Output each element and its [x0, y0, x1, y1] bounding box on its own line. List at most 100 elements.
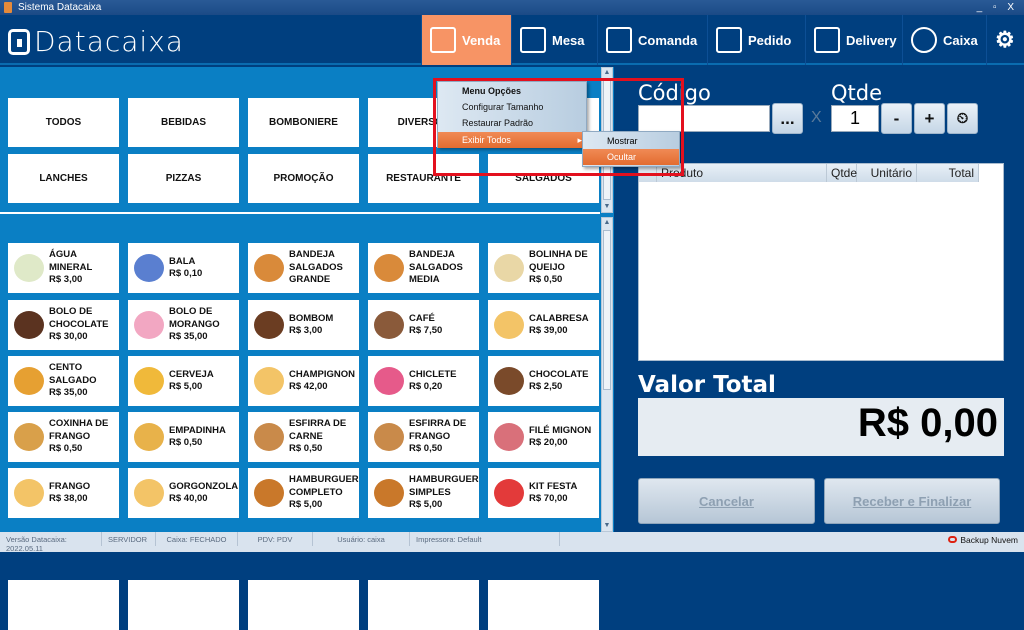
- product-tile[interactable]: CERVEJA R$ 5,00: [128, 356, 239, 406]
- nav-caixa[interactable]: Caixa: [902, 15, 986, 65]
- dollar-coin-icon: [911, 27, 937, 53]
- product-price: R$ 38,00: [49, 493, 88, 504]
- product-tile[interactable]: COXINHA DE FRANGO R$ 0,50: [8, 412, 119, 462]
- nav-delivery[interactable]: Delivery: [805, 15, 902, 65]
- nav-label: Delivery: [846, 32, 897, 48]
- category-button[interactable]: RESTAURANTE: [368, 154, 479, 203]
- product-scrollbar[interactable]: ▲ ▼: [601, 217, 613, 532]
- nav-pedido[interactable]: Pedido: [707, 15, 805, 65]
- status-version: Versão Datacaixa: 2022.05.11: [0, 532, 102, 553]
- order-form-icon: [716, 27, 742, 53]
- times-sign: X: [811, 109, 822, 126]
- menu-item-menu-opcoes[interactable]: Menu Opções: [462, 86, 522, 96]
- product-tile[interactable]: BOLO DE MORANGO R$ 35,00: [128, 300, 239, 350]
- product-image: [254, 367, 284, 395]
- product-tile[interactable]: HAMBURGUER COMPLETO R$ 5,00: [248, 468, 359, 518]
- cash-register-icon: [430, 27, 456, 53]
- col-unitario[interactable]: Unitário: [857, 164, 917, 182]
- product-tile[interactable]: [368, 580, 479, 630]
- category-button[interactable]: PIZZAS: [128, 154, 239, 203]
- product-tile[interactable]: HAMBURGUER SIMPLES R$ 5,00: [368, 468, 479, 518]
- product-tile[interactable]: BOLO DE CHOCOLATE R$ 30,00: [8, 300, 119, 350]
- product-tile[interactable]: CALABRESA R$ 39,00: [488, 300, 599, 350]
- decrease-button[interactable]: -: [881, 103, 912, 134]
- menu-item-restaurar-padrao[interactable]: Restaurar Padrão: [462, 118, 534, 128]
- category-button[interactable]: PROMOÇÃO: [248, 154, 359, 203]
- category-button[interactable]: BOMBONIERE: [248, 98, 359, 147]
- col-total[interactable]: Total: [917, 164, 979, 182]
- product-tile[interactable]: EMPADINHA R$ 0,50: [128, 412, 239, 462]
- product-image: [14, 367, 44, 395]
- codigo-input[interactable]: [638, 105, 770, 132]
- product-tile[interactable]: CHAMPIGNON R$ 42,00: [248, 356, 359, 406]
- product-tile[interactable]: BOMBOM R$ 3,00: [248, 300, 359, 350]
- product-price: R$ 70,00: [529, 493, 568, 504]
- product-name: COXINHA DE FRANGO: [49, 418, 109, 442]
- product-price: R$ 2,50: [529, 381, 563, 392]
- product-tile[interactable]: [248, 580, 359, 630]
- increase-button[interactable]: +: [914, 103, 945, 134]
- logo-text: Datacaixa: [34, 25, 184, 58]
- product-tile[interactable]: BANDEJA SALGADOS GRANDE: [248, 243, 359, 293]
- finish-button[interactable]: Receber e Finalizar: [824, 478, 1000, 524]
- header: Datacaixa Venda Mesa Comanda Pedido Deli…: [0, 15, 1024, 65]
- product-tile[interactable]: ÁGUA MINERAL R$ 3,00: [8, 243, 119, 293]
- product-tile[interactable]: BALA R$ 0,10: [128, 243, 239, 293]
- product-tile[interactable]: [488, 580, 599, 630]
- menu-item-configurar-tamanho[interactable]: Configurar Tamanho: [462, 102, 544, 112]
- backup-nuvem[interactable]: Backup Nuvem: [948, 535, 1018, 545]
- product-tile[interactable]: BOLINHA DE QUEIJO R$ 0,50: [488, 243, 599, 293]
- product-name: CENTO SALGADO: [49, 362, 97, 386]
- product-tile[interactable]: FILÉ MIGNON R$ 20,00: [488, 412, 599, 462]
- col-qtde[interactable]: Qtde: [827, 164, 857, 182]
- product-tile[interactable]: ESFIRRA DE FRANGO R$ 0,50: [368, 412, 479, 462]
- logo-mark-icon: [8, 29, 30, 55]
- status-caixa: Caixa: FECHADO: [156, 532, 238, 546]
- category-button[interactable]: TODOS: [8, 98, 119, 147]
- product-price: R$ 40,00: [169, 493, 208, 504]
- nav-mesa[interactable]: Mesa: [511, 15, 597, 65]
- cancel-button[interactable]: Cancelar: [638, 478, 815, 524]
- table-plate-icon: [520, 27, 546, 53]
- items-table[interactable]: Produto Qtde Unitário Total: [638, 163, 1004, 361]
- category-button[interactable]: SALGADOS: [488, 154, 599, 203]
- submenu-item-ocultar[interactable]: Ocultar: [583, 149, 679, 165]
- product-image: [14, 254, 44, 282]
- product-tile[interactable]: KIT FESTA R$ 70,00: [488, 468, 599, 518]
- category-button[interactable]: LANCHES: [8, 154, 119, 203]
- product-price: R$ 35,00: [169, 331, 208, 343]
- menu-item-exibir-todos[interactable]: Exibir Todos ▸: [438, 132, 586, 148]
- product-tile[interactable]: CAFÉ R$ 7,50: [368, 300, 479, 350]
- product-tile[interactable]: CHICLETE R$ 0,20: [368, 356, 479, 406]
- nav-venda[interactable]: Venda: [421, 15, 511, 65]
- scale-button[interactable]: ⏲: [947, 103, 978, 134]
- product-tile[interactable]: ESFIRRA DE CARNE R$ 0,50: [248, 412, 359, 462]
- window-controls[interactable]: _ ▫ X: [976, 2, 1018, 13]
- product-name: EMPADINHA: [169, 424, 226, 436]
- product-image: [254, 423, 284, 451]
- product-name: KIT FESTA: [529, 480, 578, 492]
- settings-button[interactable]: ⚙: [986, 15, 1024, 65]
- category-button[interactable]: BEBIDAS: [128, 98, 239, 147]
- submenu-item-mostrar[interactable]: Mostrar: [607, 136, 638, 146]
- product-tile[interactable]: GORGONZOLA R$ 40,00: [128, 468, 239, 518]
- qtde-input[interactable]: 1: [831, 105, 879, 132]
- browse-button[interactable]: ...: [772, 103, 803, 134]
- product-tile[interactable]: [8, 580, 119, 630]
- product-price: R$ 30,00: [49, 331, 88, 343]
- product-price: R$ 20,00: [529, 437, 568, 448]
- product-name: ESFIRRA DE FRANGO: [409, 418, 467, 442]
- product-tile[interactable]: BANDEJA SALGADOS MEDIA: [368, 243, 479, 293]
- product-image: [374, 367, 404, 395]
- nav-comanda[interactable]: Comanda: [597, 15, 707, 65]
- checklist-icon: [606, 27, 632, 53]
- product-price: R$ 5,00: [289, 499, 323, 511]
- title-bar: Sistema Datacaixa _ ▫ X: [0, 0, 1024, 15]
- product-tile[interactable]: CHOCOLATE R$ 2,50: [488, 356, 599, 406]
- product-price: R$ 42,00: [289, 381, 328, 392]
- product-tile[interactable]: CENTO SALGADO R$ 35,00: [8, 356, 119, 406]
- product-tile[interactable]: FRANGO R$ 38,00: [8, 468, 119, 518]
- product-name: BANDEJA SALGADOS GRANDE: [289, 249, 343, 286]
- product-tile[interactable]: [128, 580, 239, 630]
- nav-label: Caixa: [943, 32, 978, 48]
